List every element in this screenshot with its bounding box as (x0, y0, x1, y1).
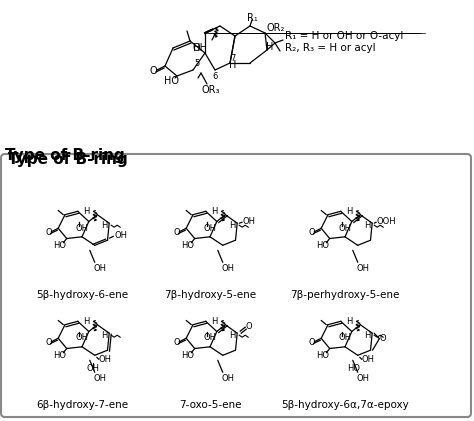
Text: H: H (364, 221, 370, 230)
Text: Type of B-ring: Type of B-ring (8, 152, 128, 167)
Text: O: O (46, 338, 52, 347)
Text: OH: OH (221, 264, 234, 273)
Text: 6: 6 (212, 72, 218, 80)
Text: H: H (101, 221, 108, 230)
Text: H: H (229, 221, 236, 230)
Text: 7β-hydroxy-5-ene: 7β-hydroxy-5-ene (164, 290, 256, 300)
Text: Type of B-ring: Type of B-ring (5, 148, 125, 163)
Text: R₂, R₃ = H or acyl: R₂, R₃ = H or acyl (285, 43, 375, 53)
Text: H: H (83, 207, 90, 216)
Text: 7β-perhydroxy-5-ene: 7β-perhydroxy-5-ene (290, 290, 400, 300)
Text: O: O (173, 338, 180, 347)
Text: OH: OH (203, 224, 217, 232)
Text: HO: HO (317, 351, 329, 360)
Text: OH: OH (75, 224, 89, 232)
Text: OH: OH (362, 355, 375, 364)
Text: H: H (266, 42, 273, 52)
Text: H: H (83, 317, 90, 326)
Text: H: H (229, 331, 236, 340)
Text: OR₂: OR₂ (267, 23, 285, 33)
Text: H: H (101, 331, 108, 340)
Text: H: H (211, 207, 218, 216)
Text: OOH: OOH (376, 217, 396, 226)
Text: R₁ = H or OH or O-acyl: R₁ = H or OH or O-acyl (285, 31, 403, 41)
Text: OH: OH (242, 217, 255, 226)
Text: H: H (346, 207, 353, 216)
Text: O: O (246, 322, 253, 331)
Text: 6β-hydroxy-7-ene: 6β-hydroxy-7-ene (36, 400, 128, 410)
Text: O: O (379, 334, 386, 343)
Text: O: O (309, 338, 315, 347)
FancyBboxPatch shape (2, 159, 470, 417)
Text: H: H (346, 317, 353, 326)
Text: HO: HO (54, 241, 66, 250)
Text: HO: HO (182, 351, 194, 360)
Text: OH: OH (356, 374, 369, 383)
Text: 7: 7 (230, 53, 236, 62)
Text: OH: OH (75, 333, 89, 343)
Text: 5β-hydroxy-6α,7α-epoxy: 5β-hydroxy-6α,7α-epoxy (281, 400, 409, 410)
Text: HO: HO (317, 241, 329, 250)
Text: 5: 5 (194, 59, 200, 67)
FancyBboxPatch shape (1, 154, 471, 417)
Text: 5β-hydroxy-6-ene: 5β-hydroxy-6-ene (36, 290, 128, 300)
Text: H: H (364, 331, 370, 340)
Text: OH: OH (99, 355, 112, 364)
Text: HO: HO (54, 351, 66, 360)
Text: O: O (309, 228, 315, 237)
Text: OR₃: OR₃ (202, 85, 220, 95)
Text: R₁: R₁ (246, 13, 257, 23)
Text: OH: OH (192, 43, 208, 53)
Text: OH: OH (338, 333, 352, 343)
Text: OH: OH (221, 374, 234, 383)
Text: H: H (193, 43, 201, 53)
Text: 7-oxo-5-ene: 7-oxo-5-ene (179, 400, 241, 410)
Text: OH: OH (87, 364, 100, 373)
Text: HO: HO (164, 76, 180, 86)
Text: OH: OH (203, 333, 217, 343)
Text: OH: OH (93, 264, 106, 273)
Text: O: O (46, 228, 52, 237)
Text: HO: HO (347, 364, 360, 373)
Text: O: O (173, 228, 180, 237)
Text: H: H (229, 60, 237, 70)
Text: HO: HO (182, 241, 194, 250)
Text: OH: OH (356, 264, 369, 273)
Text: H: H (211, 317, 218, 326)
Text: OH: OH (338, 224, 352, 232)
Text: O: O (149, 66, 157, 76)
Text: OH: OH (114, 232, 128, 240)
Text: OH: OH (93, 374, 106, 383)
